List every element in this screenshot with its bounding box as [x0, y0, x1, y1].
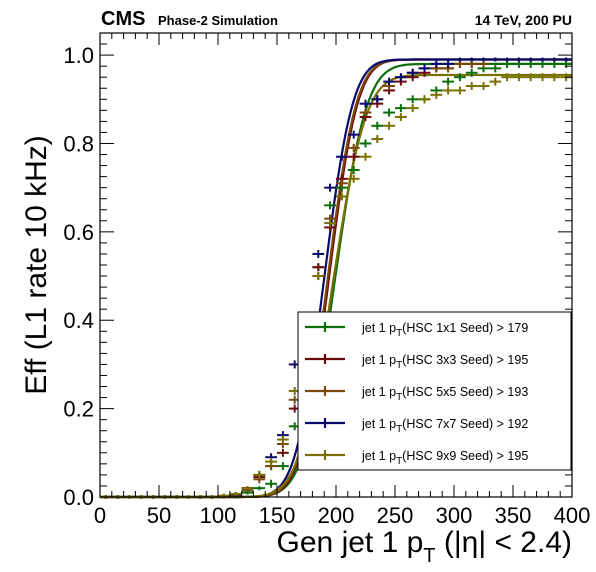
data-point	[560, 58, 572, 62]
data-point	[371, 122, 383, 130]
data-point	[419, 64, 431, 72]
legend-label-main: jet 1 p	[361, 321, 396, 335]
data-point	[265, 480, 277, 488]
data-point	[419, 95, 431, 103]
y-tick-label: 0.2	[63, 397, 94, 422]
data-point	[442, 60, 454, 68]
x-axis-title-main: Gen jet 1 p	[277, 526, 424, 559]
legend-label-rest: (HSC 1x1 Seed) > 179	[402, 321, 528, 335]
x-tick-label: 0	[94, 503, 106, 528]
simulation-label: Phase-2 Simulation	[158, 13, 278, 28]
legend-label-main: jet 1 p	[361, 353, 396, 367]
data-point	[253, 486, 265, 490]
data-point	[548, 58, 560, 62]
data-point	[395, 104, 407, 112]
y-tick-label: 1.0	[63, 43, 94, 68]
y-tick-label: 0.4	[63, 308, 94, 333]
data-point	[478, 82, 490, 90]
data-point	[489, 58, 501, 62]
legend-label-main: jet 1 p	[361, 417, 396, 431]
data-point	[407, 104, 419, 112]
data-point	[383, 109, 395, 117]
data-point	[265, 458, 277, 466]
data-point	[525, 58, 537, 62]
data-point	[407, 95, 419, 103]
x-tick-label: 350	[495, 503, 532, 528]
data-point	[395, 113, 407, 121]
x-tick-label: 100	[200, 503, 237, 528]
data-point	[489, 78, 501, 86]
data-point	[277, 449, 289, 457]
x-axis-title-tail: (|η| < 2.4)	[436, 526, 572, 559]
data-point	[312, 272, 324, 280]
energy-pileup-label: 14 TeV, 200 PU	[475, 12, 572, 28]
data-point	[348, 153, 360, 161]
data-point	[395, 73, 407, 81]
data-point	[454, 58, 466, 62]
data-point	[360, 153, 372, 161]
data-point	[371, 135, 383, 143]
data-point	[442, 86, 454, 94]
x-tick-label: 150	[259, 503, 296, 528]
y-tick-label: 0.6	[63, 220, 94, 245]
data-point	[383, 122, 395, 130]
x-tick-label: 300	[436, 503, 473, 528]
data-point	[442, 78, 454, 86]
data-point	[348, 166, 360, 174]
data-point	[360, 139, 372, 147]
x-tick-label: 250	[377, 503, 414, 528]
x-tick-label: 50	[147, 503, 171, 528]
data-point	[466, 82, 478, 90]
x-axis-title: Gen jet 1 pT (|η| < 2.4)	[277, 526, 572, 567]
data-point	[430, 60, 442, 68]
legend-label-rest: (HSC 9x9 Seed) > 195	[402, 449, 528, 463]
y-tick-label: 0.8	[63, 131, 94, 156]
data-point	[489, 64, 501, 72]
y-axis-title: Eff (L1 rate 10 kHz)	[20, 135, 53, 395]
legend-label-rest: (HSC 7x7 Seed) > 192	[402, 417, 528, 431]
y-tick-label: 0.0	[63, 485, 94, 510]
legend-label-rest: (HSC 5x5 Seed) > 193	[402, 385, 528, 399]
legend-label-main: jet 1 p	[361, 449, 396, 463]
cms-label: CMS	[101, 8, 145, 30]
data-point	[312, 250, 324, 258]
x-tick-label: 400	[554, 503, 591, 528]
data-point	[430, 91, 442, 99]
legend-label-main: jet 1 p	[361, 385, 396, 399]
data-point	[478, 58, 490, 62]
data-point	[501, 58, 513, 62]
data-point	[277, 436, 289, 444]
data-point	[513, 58, 525, 62]
data-point	[324, 184, 336, 192]
x-axis-title-subscript: T	[423, 545, 435, 567]
data-point	[537, 58, 549, 62]
x-tick-label: 200	[318, 503, 355, 528]
data-point	[454, 86, 466, 94]
data-point	[277, 462, 289, 470]
legend-label-rest: (HSC 3x3 Seed) > 195	[402, 353, 528, 367]
data-point	[466, 58, 478, 62]
data-point	[312, 263, 324, 271]
